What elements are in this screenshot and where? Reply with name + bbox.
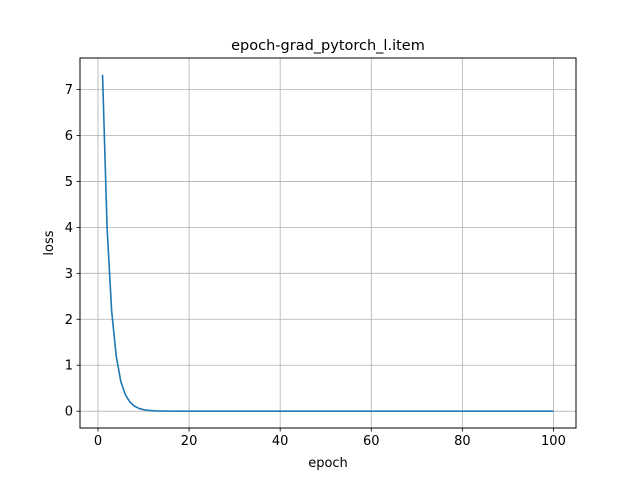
x-axis-label: epoch — [308, 456, 348, 471]
y-tick-label: 0 — [65, 405, 73, 420]
chart-title: epoch-grad_pytorch_l.item — [231, 38, 425, 54]
x-tick-label: 40 — [272, 434, 289, 449]
y-tick-label: 3 — [65, 267, 73, 282]
loss-series-line — [101, 74, 554, 412]
x-tick-label: 0 — [94, 434, 102, 449]
y-tick-label: 6 — [65, 129, 73, 144]
ticks: 0 20 40 60 80 100 0 1 2 3 4 5 6 7 — [65, 83, 566, 449]
y-axis-label: loss — [42, 230, 57, 255]
y-tick-label: 7 — [65, 83, 73, 98]
y-tick-label: 5 — [65, 175, 73, 190]
series-layer — [101, 74, 554, 412]
x-tick-label: 80 — [454, 434, 471, 449]
y-tick-label: 4 — [65, 221, 73, 236]
y-tick-label: 1 — [65, 359, 73, 374]
x-tick-label: 100 — [541, 434, 566, 449]
plot-area-background — [80, 58, 576, 428]
x-tick-label: 60 — [363, 434, 380, 449]
plot-frame — [79, 57, 577, 429]
x-tick-label: 20 — [181, 434, 198, 449]
y-tick-label: 2 — [65, 313, 73, 328]
grid — [80, 58, 576, 428]
